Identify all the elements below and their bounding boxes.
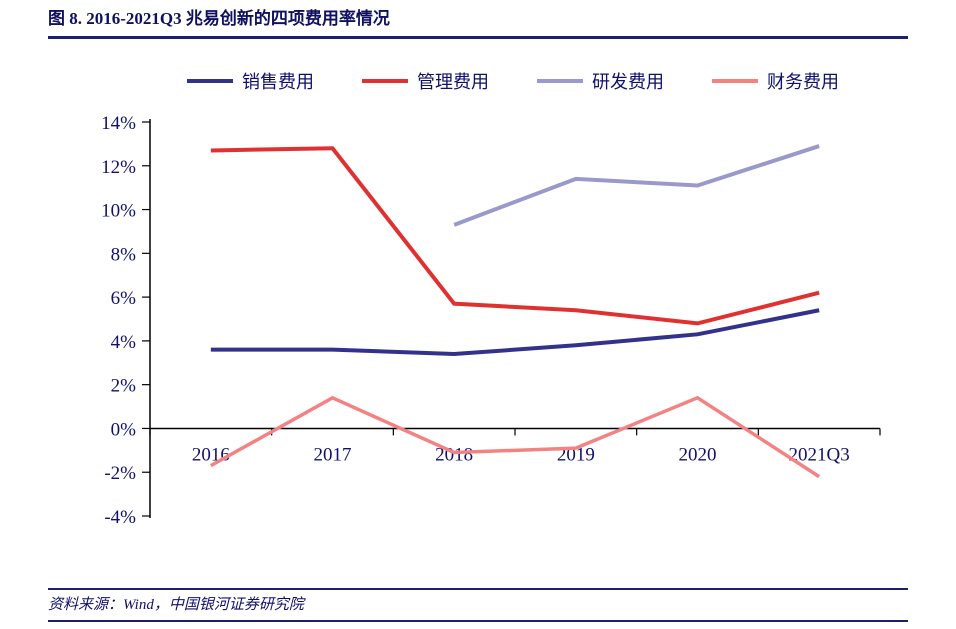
legend-item-rd_expense: 研发费用 (537, 68, 664, 94)
legend-label-rd_expense: 研发费用 (592, 72, 664, 92)
source-footer: 资料来源：Wind，中国银河证券研究院 (48, 588, 908, 622)
y-tick-label: 14% (101, 113, 136, 134)
series-line-finance_expense (209, 395, 821, 479)
legend-label-finance_expense: 财务费用 (767, 72, 839, 92)
legend-label-admin_expense: 管理费用 (417, 72, 489, 92)
legend-item-sales_expense: 销售费用 (187, 68, 314, 94)
series-line-admin_expense (210, 146, 820, 326)
y-tick-label: 0% (111, 419, 137, 440)
y-tick-label: 10% (101, 201, 136, 222)
series-line-sales_expense (210, 308, 820, 357)
y-tick-label: 6% (111, 288, 137, 309)
y-tick-label: 8% (111, 244, 137, 265)
series-line-rd_expense (453, 144, 820, 227)
legend-label-sales_expense: 销售费用 (242, 72, 314, 92)
y-tick-label: -4% (104, 507, 136, 528)
y-tick-label: 4% (111, 332, 137, 353)
legend-item-admin_expense: 管理费用 (362, 68, 489, 94)
legend-swatch-finance_expense (712, 79, 758, 83)
source-text: 资料来源：Wind，中国银河证券研究院 (48, 597, 304, 613)
y-tick-label: -2% (104, 463, 136, 484)
x-tick-label: 2021Q3 (789, 444, 850, 465)
legend-swatch-sales_expense (187, 79, 233, 83)
y-tick-label: 12% (101, 157, 136, 178)
figure-title: 图 8. 2016-2021Q3 兆易创新的四项费用率情况 (48, 8, 908, 39)
chart-legend: 销售费用 管理费用 研发费用 财务费用 (150, 68, 876, 94)
legend-item-finance_expense: 财务费用 (712, 68, 839, 94)
x-tick-label: 2020 (679, 444, 717, 465)
legend-swatch-admin_expense (362, 79, 408, 83)
y-tick-label: 2% (111, 376, 137, 397)
x-tick-label: 2017 (314, 444, 352, 465)
x-tick-label: 2016 (192, 444, 230, 465)
legend-swatch-rd_expense (537, 79, 583, 83)
